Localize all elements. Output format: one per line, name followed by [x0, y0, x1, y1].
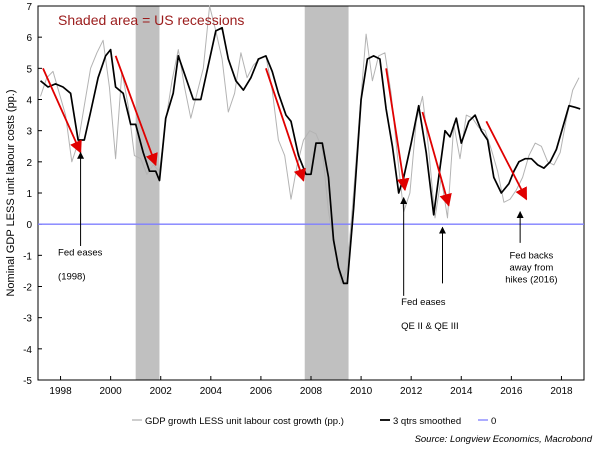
annotation-text: Fed eases: [58, 247, 103, 258]
red-arrow-4: [421, 111, 452, 207]
annotation-text: hikes (2016): [505, 274, 557, 285]
y-tick-label: 1: [26, 189, 32, 200]
y-tick-label: 4: [26, 96, 32, 107]
x-tick-label: 2002: [150, 386, 173, 397]
y-tick-label: 0: [26, 220, 32, 231]
red-arrow-1: [114, 55, 158, 167]
x-tick-label: 2018: [550, 386, 573, 397]
annotation-text: away from: [509, 262, 553, 273]
x-tick-label: 2010: [350, 386, 373, 397]
x-tick-label: 2000: [100, 386, 123, 397]
x-tick-label: 2014: [450, 386, 473, 397]
red-arrow-3: [385, 68, 410, 192]
red-arrow-2: [265, 68, 306, 182]
x-tick-label: 2006: [250, 386, 273, 397]
legend-label-2: 0: [491, 416, 496, 427]
y-tick-label: 6: [26, 33, 32, 44]
legend-label-0: GDP growth LESS unit labour cost growth …: [145, 416, 344, 427]
y-tick-label: -4: [23, 345, 32, 356]
y-tick-label: -5: [23, 376, 32, 387]
annotation-text: Fed backs: [509, 250, 553, 261]
y-tick-label: -1: [23, 251, 32, 262]
y-tick-label: 2: [26, 158, 32, 169]
y-tick-label: -2: [23, 283, 32, 294]
x-tick-label: 2012: [400, 386, 423, 397]
red-arrow-5: [485, 120, 528, 201]
series-smoothed-line: [39, 26, 581, 285]
annotation-text: Fed eases: [401, 297, 446, 308]
y-tick-label: 7: [26, 2, 32, 13]
recession-band-0: [135, 6, 160, 380]
y-tick-label: 3: [26, 127, 32, 138]
annotation-text: (1998): [58, 271, 85, 282]
x-tick-label: 1998: [49, 386, 72, 397]
source-note: Source: Longview Economics, Macrobond: [415, 434, 593, 445]
annotation-text: QE II & QE III: [401, 321, 459, 332]
x-tick-label: 2004: [200, 386, 223, 397]
red-arrow-0: [42, 67, 82, 154]
x-tick-label: 2016: [500, 386, 523, 397]
y-tick-label: 5: [26, 64, 32, 75]
legend-label-1: 3 qtrs smoothed: [393, 416, 461, 427]
x-tick-label: 2008: [300, 386, 323, 397]
chart-title: Shaded area = US recessions: [58, 12, 244, 28]
y-tick-label: -3: [23, 314, 32, 325]
y-axis-label: Nominal GDP LESS unit labour costs (pp.): [5, 89, 17, 296]
